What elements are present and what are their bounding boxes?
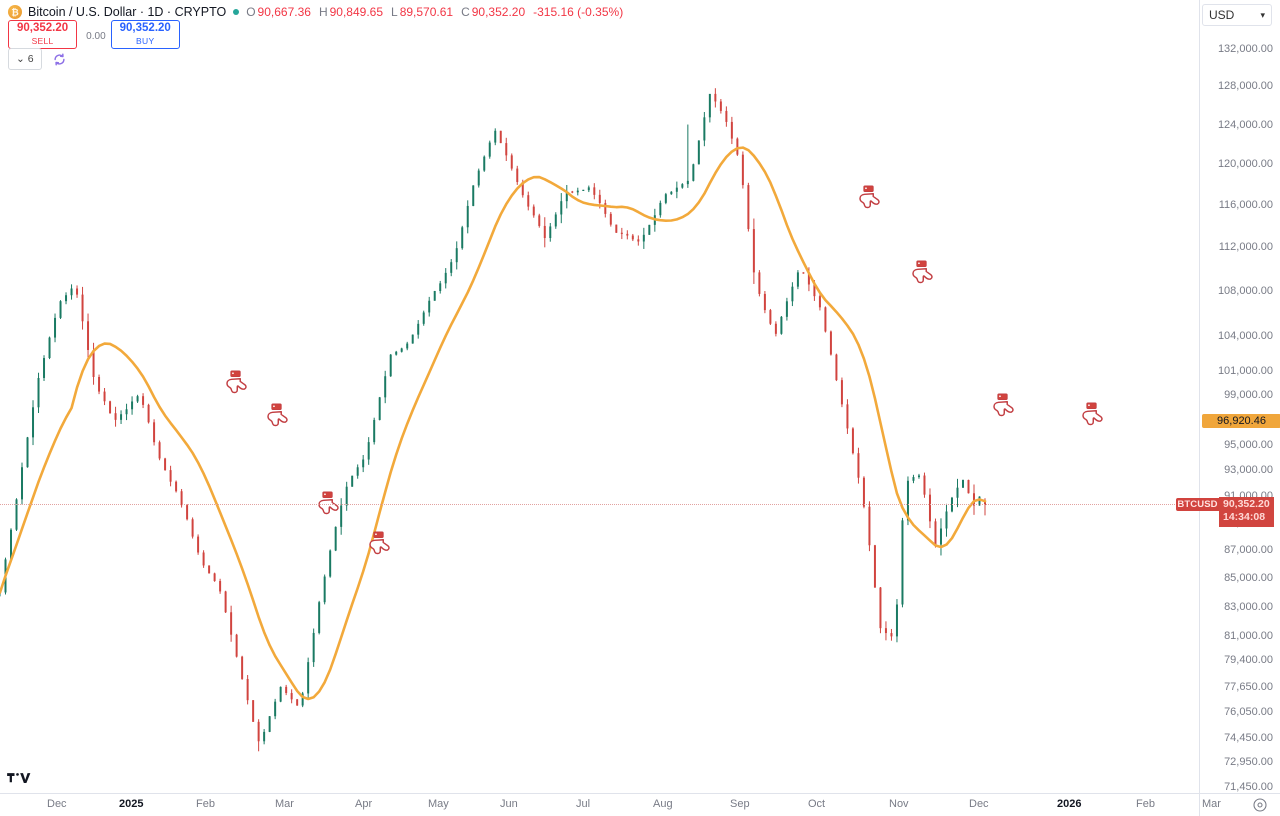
svg-text:₿: ₿	[11, 7, 18, 17]
